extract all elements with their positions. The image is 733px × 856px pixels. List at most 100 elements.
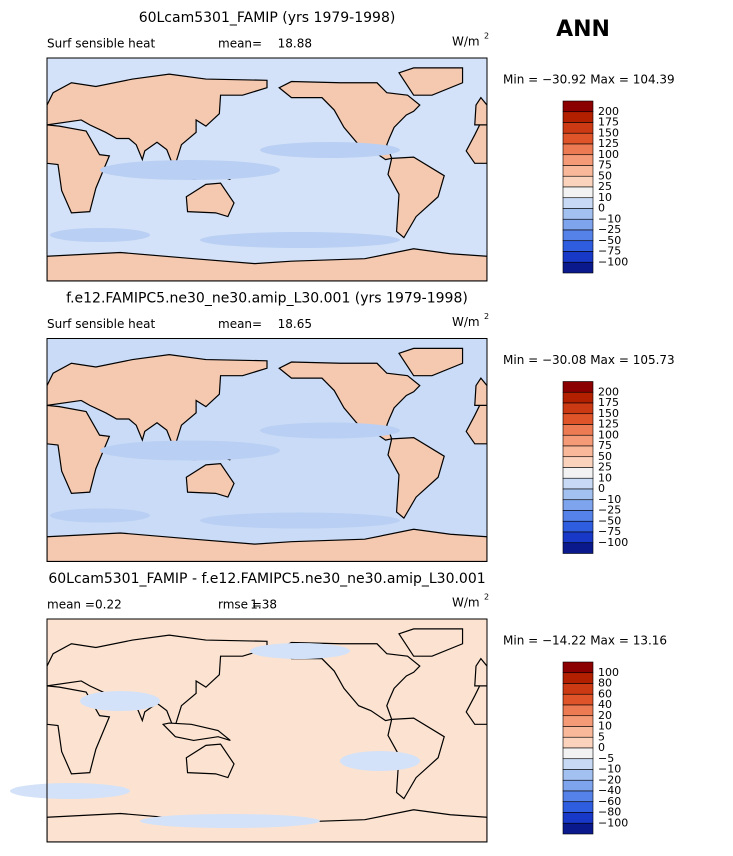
map-patch: [140, 814, 320, 828]
colorbar-label: 50: [598, 450, 612, 463]
colorbar-box: [562, 477, 594, 490]
colorbar-label: −100: [598, 536, 628, 549]
colorbar-box: [562, 122, 594, 134]
colorbar-box: [562, 251, 594, 263]
stat-value: 1.38: [250, 598, 277, 612]
units-power: 2: [484, 32, 489, 41]
colorbar-box: [562, 381, 594, 393]
colorbar-box: [562, 779, 594, 792]
map-patch: [50, 508, 150, 523]
colorbar-box: [562, 693, 594, 706]
colorbar-label: −10: [598, 763, 621, 776]
colorbar-box: [562, 132, 594, 145]
colorbar-label: 80: [598, 677, 612, 690]
colorbar-label: 50: [598, 169, 612, 182]
colorbar-label: 25: [598, 180, 612, 193]
colorbar-box: [562, 822, 594, 835]
colorbar-box: [562, 402, 594, 415]
map-patch: [80, 691, 160, 711]
colorbar-label: 175: [598, 396, 619, 409]
colorbar-box: [562, 488, 594, 501]
colorbar-label: 125: [598, 137, 619, 150]
variable-label: Surf sensible heat: [47, 317, 156, 331]
map-patch: [260, 422, 400, 439]
colorbar-box: [562, 704, 594, 717]
units-power: 2: [484, 593, 489, 602]
colorbar-label: 0: [598, 202, 605, 215]
map-patch: [340, 751, 420, 771]
colorbar-label: −20: [598, 773, 621, 786]
colorbar-label: −100: [598, 816, 628, 829]
min-max: Min = −30.92 Max = 104.39: [503, 73, 675, 87]
map-patch: [200, 512, 400, 529]
colorbar-box: [562, 736, 594, 749]
colorbar-label: 75: [598, 159, 612, 172]
colorbar-box: [562, 812, 594, 824]
panel-title: 60Lcam5301_FAMIP - f.e12.FAMIPC5.ne30_ne…: [48, 571, 485, 587]
colorbar-box: [562, 769, 594, 781]
colorbar-box: [562, 758, 594, 770]
stat-label: rmse =: [218, 598, 262, 612]
map-frame: [46, 618, 488, 843]
map-frame: [46, 338, 488, 562]
map-patch: [10, 783, 130, 799]
stat-label: mean=: [218, 37, 262, 51]
colorbar-box: [562, 726, 594, 738]
colorbar-label: 40: [598, 698, 612, 711]
stat-value: 18.65: [278, 317, 312, 331]
colorbar-box: [562, 510, 594, 522]
colorbar-box: [562, 165, 594, 177]
colorbar-box: [562, 456, 594, 468]
colorbar-box: [562, 790, 594, 803]
colorbar-label: 75: [598, 439, 612, 452]
colorbar-label: −50: [598, 234, 621, 247]
panel-title: 60Lcam5301_FAMIP (yrs 1979-1998): [139, 10, 396, 26]
colorbar-label: 125: [598, 418, 619, 431]
map-patch: [100, 160, 280, 180]
colorbar-box: [562, 154, 594, 166]
min-max: Min = −30.08 Max = 105.73: [503, 353, 675, 367]
colorbar-label: 150: [598, 407, 619, 420]
colorbar-box: [562, 531, 594, 544]
colorbar-label: −40: [598, 784, 621, 797]
stat-label: mean =: [47, 598, 95, 612]
colorbar-label: 10: [598, 720, 612, 733]
colorbar-label: −25: [598, 504, 621, 517]
colorbar-label: 0: [598, 482, 605, 495]
colorbar-box: [562, 747, 594, 760]
colorbar-box: [562, 661, 594, 674]
colorbar-box: [562, 218, 594, 231]
colorbar-box: [562, 197, 594, 209]
colorbar-label: −5: [598, 752, 614, 765]
colorbar-box: [562, 542, 594, 554]
colorbar-box: [562, 186, 594, 199]
colorbar-label: 0: [598, 741, 605, 754]
colorbar-label: 10: [598, 471, 612, 484]
colorbar-label: 100: [598, 666, 619, 679]
colorbar-label: 150: [598, 126, 619, 139]
units-power: 2: [484, 312, 489, 321]
colorbar-label: −25: [598, 223, 621, 236]
colorbar-label: −50: [598, 514, 621, 527]
season-label: ANN: [556, 17, 610, 42]
colorbar-box: [562, 208, 594, 220]
colorbar-label: 25: [598, 461, 612, 474]
colorbar-label: −10: [598, 212, 621, 225]
panel: 60Lcam5301_FAMIP - f.e12.FAMIPC5.ne30_ne…: [10, 571, 667, 843]
colorbar-box: [562, 261, 594, 274]
colorbar-label: −10: [598, 493, 621, 506]
colorbar-box: [562, 445, 594, 458]
colorbar-label: 200: [598, 105, 619, 118]
colorbar-box: [562, 467, 594, 479]
map-patch: [200, 232, 400, 248]
colorbar-box: [562, 434, 594, 447]
map-patch: [260, 142, 400, 158]
colorbar-label: −80: [598, 806, 621, 819]
colorbar-box: [562, 499, 594, 511]
map-patch: [250, 643, 350, 659]
colorbar-box: [562, 413, 594, 425]
map-patch: [50, 228, 150, 242]
colorbar-box: [562, 801, 594, 813]
colorbar-label: −60: [598, 795, 621, 808]
